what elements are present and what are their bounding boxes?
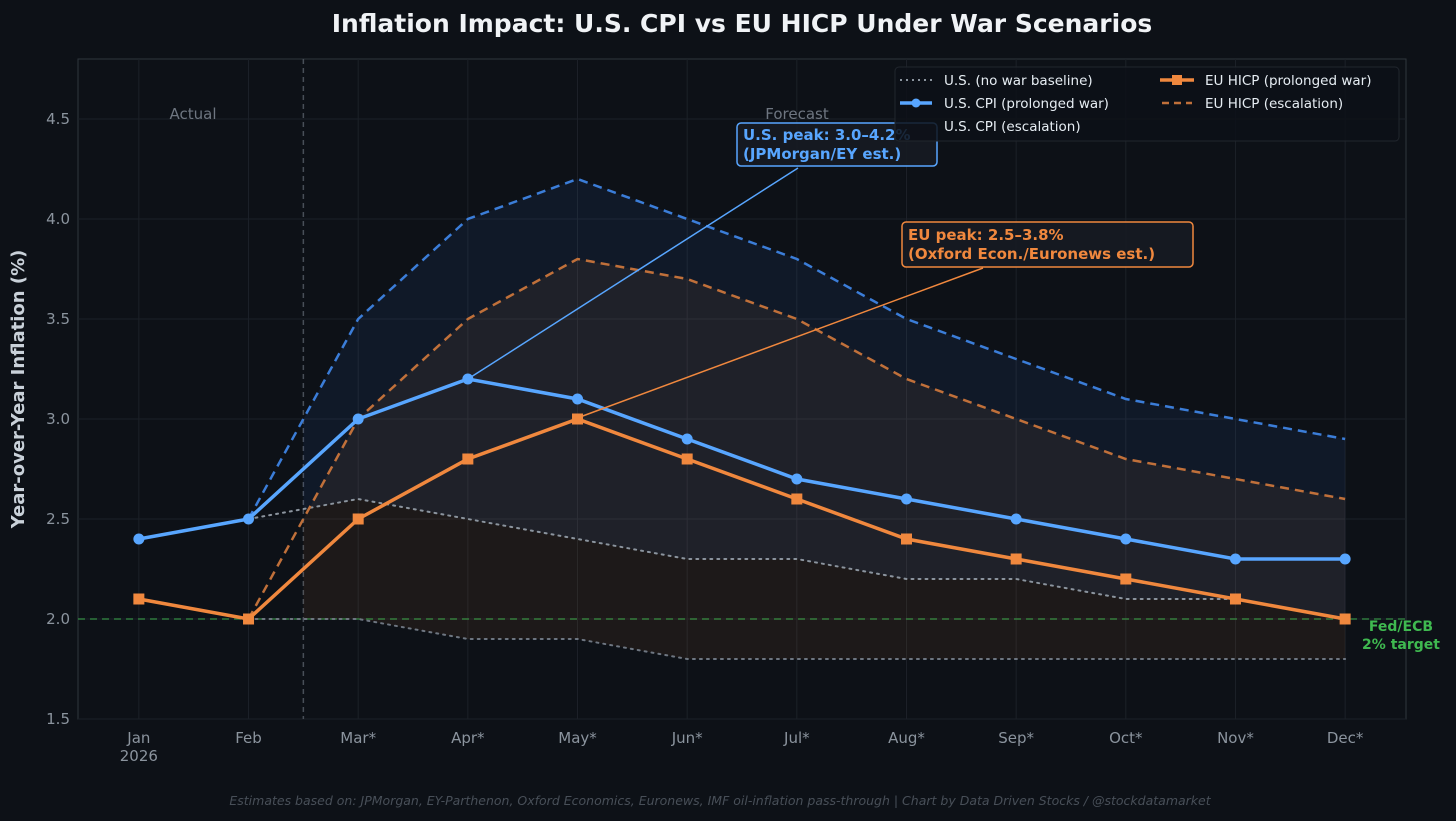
x-tick-label: Jul* xyxy=(783,729,810,747)
legend-marker-circle-icon xyxy=(911,98,921,108)
data-point-us-cpi xyxy=(1229,553,1241,565)
annotation-eu-peak: EU peak: 2.5–3.8% (Oxford Econ./Euronews… xyxy=(579,221,1194,418)
y-tick-label: 1.5 xyxy=(46,710,70,728)
annotation-us-peak: U.S. peak: 3.0–4.2% (JPMorgan/EY est.) xyxy=(470,122,938,378)
data-point-us-cpi xyxy=(900,493,912,505)
data-point-us-cpi xyxy=(1010,513,1022,525)
x-tick-label: May* xyxy=(558,729,597,747)
x-tick-label: Jan xyxy=(126,729,150,747)
y-tick-label: 2.0 xyxy=(46,610,70,628)
data-point-eu-hicp xyxy=(572,413,584,425)
legend: U.S. (no war baseline) U.S. CPI (prolong… xyxy=(894,66,1400,142)
annotation-eu-arrow xyxy=(579,267,984,418)
x-tick-label: Jun* xyxy=(671,729,703,747)
y-tick-label: 3.0 xyxy=(46,410,70,428)
chart-title: Inflation Impact: U.S. CPI vs EU HICP Un… xyxy=(332,9,1153,38)
actual-label: Actual xyxy=(170,105,217,123)
data-point-eu-hicp xyxy=(133,593,145,605)
legend-eu-prolonged: EU HICP (prolonged war) xyxy=(1205,73,1371,89)
y-tick-label: 4.5 xyxy=(46,110,70,128)
x-tick-label: Oct* xyxy=(1109,729,1143,747)
legend-us-escalation: U.S. CPI (escalation) xyxy=(944,119,1081,135)
data-point-us-cpi xyxy=(352,413,364,425)
legend-eu-escalation: EU HICP (escalation) xyxy=(1205,96,1343,112)
x-tick-label: Mar* xyxy=(340,729,376,747)
data-point-us-cpi xyxy=(572,393,584,405)
annotation-us-box xyxy=(736,122,938,167)
data-point-us-cpi xyxy=(243,513,255,525)
x-tick-label: Dec* xyxy=(1327,729,1364,747)
scenario-fills xyxy=(303,179,1346,659)
annotation-us-line2: (JPMorgan/EY est.) xyxy=(743,145,901,163)
y-axis-label: Year-over-Year Inflation (%) xyxy=(8,250,29,530)
data-point-eu-hicp xyxy=(1339,613,1351,625)
us-scenario-band xyxy=(303,179,1346,619)
series-line-1 xyxy=(138,377,1346,561)
data-point-us-cpi xyxy=(791,473,803,485)
data-point-us-cpi xyxy=(1339,553,1351,565)
data-point-us-cpi xyxy=(681,433,693,445)
data-point-us-cpi xyxy=(462,373,474,385)
x-tick-label: Sep* xyxy=(998,729,1034,747)
legend-marker-square-icon xyxy=(1172,75,1182,85)
x-tick-label: Apr* xyxy=(451,729,485,747)
annotation-us-line1: U.S. peak: 3.0–4.2% xyxy=(743,126,911,144)
series-lines xyxy=(78,177,1406,660)
data-point-eu-hicp xyxy=(900,533,912,545)
series-line-2 xyxy=(247,177,1346,520)
x-tick-label: Aug* xyxy=(888,729,925,747)
series-line-3 xyxy=(138,417,1346,621)
annotation-eu-line1: EU peak: 2.5–3.8% xyxy=(908,226,1064,244)
legend-us-prolonged: U.S. CPI (prolonged war) xyxy=(944,96,1109,112)
target-label-line2: 2% target xyxy=(1362,637,1440,653)
data-point-eu-hicp xyxy=(1010,553,1022,565)
data-point-eu-hicp xyxy=(1120,573,1132,585)
y-tick-label: 3.5 xyxy=(46,310,70,328)
eu-scenario-band xyxy=(303,259,1346,659)
x-tick-label: 2026 xyxy=(120,747,158,765)
data-point-us-cpi xyxy=(1120,533,1132,545)
x-tick-label: Feb xyxy=(235,729,262,747)
legend-us-baseline: U.S. (no war baseline) xyxy=(944,73,1093,89)
annotation-eu-line2: (Oxford Econ./Euronews est.) xyxy=(908,245,1155,263)
series-line-5 xyxy=(247,618,1347,660)
annotation-eu-box xyxy=(901,221,1194,268)
series-line-4 xyxy=(247,257,1346,620)
y-tick-label: 4.0 xyxy=(46,210,70,228)
forecast-label: Forecast xyxy=(765,105,829,123)
data-point-eu-hicp xyxy=(243,613,255,625)
data-point-us-cpi xyxy=(133,533,145,545)
legend-box xyxy=(894,66,1400,142)
data-point-eu-hicp xyxy=(462,453,474,465)
y-tick-label: 2.5 xyxy=(46,510,70,528)
target-label-line1: Fed/ECB xyxy=(1369,619,1433,635)
data-point-eu-hicp xyxy=(681,453,693,465)
data-point-eu-hicp xyxy=(1229,593,1241,605)
x-tick-label: Nov* xyxy=(1217,729,1254,747)
annotation-us-arrow xyxy=(470,167,799,378)
footer-source: Estimates based on: JPMorgan, EY-Parthen… xyxy=(229,793,1211,808)
data-point-eu-hicp xyxy=(352,513,364,525)
series-line-0 xyxy=(247,497,1347,620)
data-point-eu-hicp xyxy=(791,493,803,505)
plot-area xyxy=(77,58,1407,720)
